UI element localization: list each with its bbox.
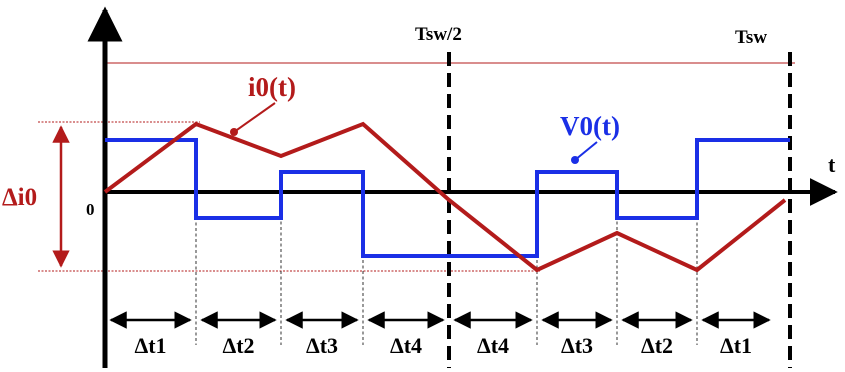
interval-arrows: Δt1 Δt2 Δt3 Δt4 Δt4 Δt3 Δt2 Δt1 [109, 311, 771, 358]
voltage-label-dot [571, 156, 579, 164]
voltage-label: V0(t) [560, 111, 620, 141]
interval-label: Δt1 [134, 333, 166, 358]
interval-label: Δt4 [390, 333, 422, 358]
half-period-label: Tsw/2 [415, 24, 462, 45]
voltage-label-leader [574, 141, 598, 161]
interval-label: Δt4 [477, 333, 509, 358]
current-label-dot [230, 128, 238, 136]
output-current-waveform [103, 121, 787, 273]
interval-label: Δt2 [222, 333, 254, 358]
origin-label: 0 [86, 200, 95, 219]
interval-guides [195, 140, 698, 345]
interval-label: Δt3 [561, 333, 593, 358]
period-label: Tsw [735, 27, 767, 48]
output-voltage-waveform [105, 138, 790, 258]
reference-lines [38, 62, 795, 272]
interval-label: Δt2 [641, 333, 673, 358]
current-label: i0(t) [248, 72, 296, 102]
t-axis-label: t [828, 152, 836, 177]
interval-label: Δt1 [720, 333, 752, 358]
current-label-leader [233, 102, 276, 133]
interval-label: Δt3 [306, 333, 338, 358]
ripple-label: Δi0 [2, 184, 37, 211]
